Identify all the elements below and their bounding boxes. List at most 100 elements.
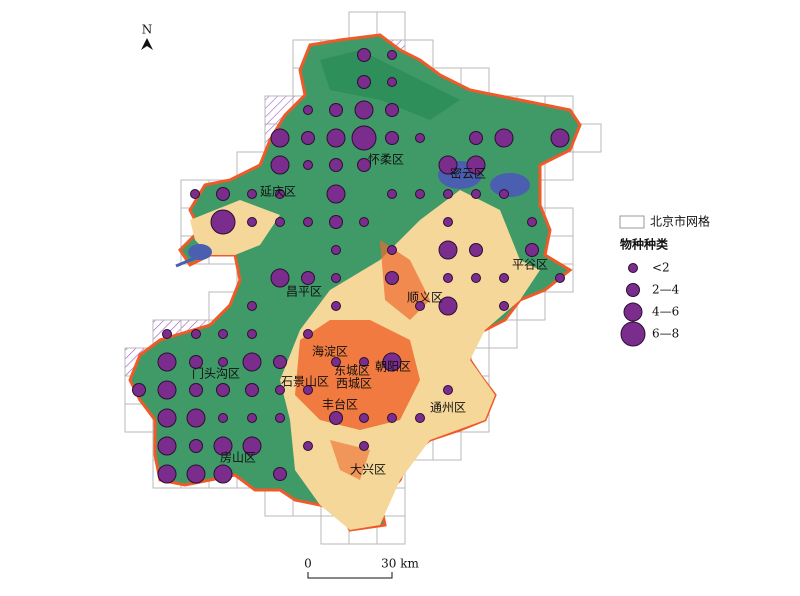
site — [247, 329, 257, 339]
site — [213, 464, 233, 484]
site — [190, 189, 200, 199]
site — [303, 385, 313, 395]
legend: <2 2—4 4—6 6—8 — [620, 261, 680, 347]
site — [270, 155, 290, 175]
site — [303, 160, 313, 170]
site — [242, 352, 262, 372]
site — [471, 273, 481, 283]
site — [189, 439, 203, 453]
reservoir — [188, 244, 212, 260]
site — [247, 189, 257, 199]
site — [273, 355, 287, 369]
legend-grid-label: 北京市网格 — [650, 214, 710, 229]
site — [326, 184, 346, 204]
site — [186, 408, 206, 428]
grid-cell — [376, 515, 406, 545]
urban-area — [380, 240, 430, 320]
legend-label: 6—8 — [652, 327, 679, 341]
site — [357, 48, 371, 62]
district-label: 东城区 — [334, 364, 370, 378]
site — [303, 217, 313, 227]
site — [357, 158, 371, 172]
legend-symbol — [628, 263, 638, 273]
sites — [132, 48, 570, 484]
plain-area — [190, 200, 280, 255]
legend-label: <2 — [652, 261, 670, 275]
site — [359, 413, 369, 423]
district-label: 朝阳区 — [375, 360, 411, 374]
legend-label: 4—6 — [652, 305, 679, 319]
site — [385, 271, 399, 285]
site — [359, 217, 369, 227]
site — [301, 271, 315, 285]
site — [270, 268, 290, 288]
site — [329, 103, 343, 117]
site — [329, 215, 343, 229]
site — [242, 436, 262, 456]
scale-start: 0 — [304, 557, 312, 571]
site — [162, 329, 172, 339]
site — [329, 158, 343, 172]
site — [157, 352, 177, 372]
site — [301, 131, 315, 145]
site — [157, 464, 177, 484]
site — [471, 189, 481, 199]
urban-area — [295, 320, 420, 430]
site — [213, 436, 233, 456]
site — [189, 383, 203, 397]
north-arrow — [141, 38, 153, 50]
site — [359, 441, 369, 451]
site — [132, 383, 146, 397]
district-label: 大兴区 — [350, 463, 386, 477]
legend-symbol — [626, 283, 640, 297]
site — [387, 245, 397, 255]
site — [189, 355, 203, 369]
district-label: 延庆区 — [260, 185, 296, 199]
site — [499, 301, 509, 311]
site — [331, 301, 341, 311]
site — [438, 296, 458, 316]
site — [527, 217, 537, 227]
legend-label: 2—4 — [652, 283, 680, 297]
district-label: 石景山区 — [281, 375, 329, 389]
site — [329, 411, 343, 425]
site — [218, 329, 228, 339]
site — [499, 273, 509, 283]
site — [438, 155, 458, 175]
reservoir — [490, 173, 530, 197]
site — [186, 464, 206, 484]
site — [247, 217, 257, 227]
site — [247, 301, 257, 311]
north-label: N — [142, 23, 153, 37]
site — [331, 245, 341, 255]
site — [385, 103, 399, 117]
site — [438, 240, 458, 260]
site — [385, 131, 399, 145]
site — [210, 209, 236, 235]
site — [270, 128, 290, 148]
district-label: 顺义区 — [407, 291, 443, 305]
site — [351, 125, 377, 151]
site — [157, 436, 177, 456]
site — [387, 189, 397, 199]
site — [382, 352, 402, 372]
district-label: 密云区 — [450, 166, 486, 181]
district-label: 门头沟区 — [192, 366, 240, 381]
site — [415, 189, 425, 199]
site — [331, 273, 341, 283]
site — [415, 301, 425, 311]
site — [157, 408, 177, 428]
district-label: 通州区 — [430, 401, 466, 415]
site — [499, 189, 509, 199]
district-label: 房山区 — [220, 450, 256, 465]
site — [466, 155, 486, 175]
site — [275, 413, 285, 423]
district-label: 海淀区 — [312, 344, 348, 359]
legend-symbol — [620, 321, 646, 347]
river — [175, 256, 196, 268]
district-label: 怀柔区 — [368, 153, 404, 167]
site — [157, 380, 177, 400]
site — [247, 413, 257, 423]
legend-symbol — [623, 302, 643, 322]
site — [191, 329, 201, 339]
